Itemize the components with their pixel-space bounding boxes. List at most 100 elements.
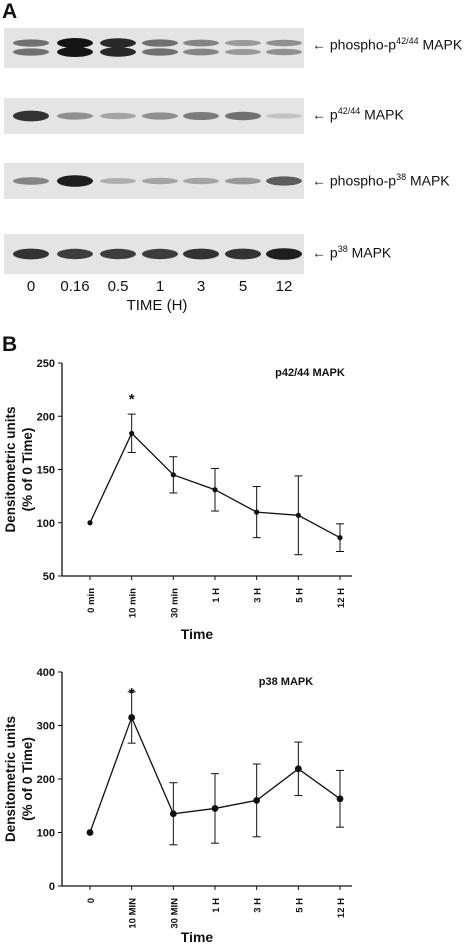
x-tick-label: 10 min	[128, 588, 139, 618]
data-point	[169, 810, 177, 818]
x-tick-label: 12 H	[336, 588, 347, 608]
y-tick-label: 150	[37, 465, 55, 477]
band	[225, 177, 261, 185]
protein-prefix: p	[329, 106, 338, 123]
lane-label: 0.5	[107, 278, 129, 295]
blot-svg	[13, 248, 302, 260]
data-point	[86, 829, 94, 836]
y-axis-label: (% of 0 Time)	[20, 737, 35, 821]
band	[183, 177, 219, 185]
band	[183, 39, 219, 47]
band	[100, 248, 136, 260]
protein-prefix: p	[329, 244, 338, 261]
significance-marker: *	[129, 391, 135, 408]
protein-suffix: MAPK	[347, 244, 392, 261]
band	[142, 248, 178, 260]
lane-label: 1	[155, 278, 165, 295]
x-tick-label: 3 H	[253, 588, 264, 603]
arrow-left-icon: ←	[312, 172, 326, 189]
protein-suffix: MAPK	[360, 106, 404, 123]
data-point	[337, 535, 343, 541]
band	[266, 48, 302, 56]
y-tick-label: 100	[37, 828, 55, 840]
data-point	[295, 512, 301, 518]
band	[100, 112, 136, 120]
arrow-left-icon: ←	[312, 106, 326, 123]
y-tick-label: 300	[37, 721, 55, 733]
significance-marker: *	[129, 685, 135, 702]
data-point	[129, 430, 135, 436]
panel-a-letter: A	[2, 0, 18, 23]
band	[57, 248, 93, 260]
x-tick-label: 10 MIN	[128, 898, 139, 929]
band	[13, 177, 49, 185]
band	[225, 39, 261, 47]
band	[100, 47, 136, 57]
y-axis-label: Densitometric units	[3, 716, 18, 842]
band	[100, 178, 136, 184]
y-tick-label: 200	[37, 411, 55, 423]
data-point	[254, 509, 260, 515]
band	[13, 48, 49, 56]
chart-title: p38 MAPK	[259, 676, 313, 688]
band	[13, 248, 49, 260]
band	[266, 248, 302, 260]
x-axis-label: Time	[181, 626, 214, 642]
band	[57, 47, 93, 57]
x-tick-label: 0	[86, 898, 97, 903]
x-tick-label: 3 H	[253, 898, 264, 913]
arrow-left-icon: ←	[312, 36, 326, 53]
lane-label: 12	[275, 278, 293, 295]
band	[13, 39, 49, 47]
y-tick-label: 100	[37, 518, 55, 530]
x-tick-label: 30 MIN	[169, 898, 180, 929]
band	[57, 112, 93, 120]
band	[183, 112, 219, 120]
data-point	[212, 487, 218, 493]
band	[225, 111, 261, 121]
lane-label: 0	[26, 278, 36, 295]
blot-label-p42-44: ← p42/44 MAPK	[312, 106, 404, 123]
chart-p38: 0 100 200 300 400 0 10 MIN 30 MIN 1 H 3 H 5 H 12 H *…	[3, 667, 352, 945]
data-point	[170, 472, 176, 478]
lane-label: 5	[238, 278, 248, 295]
protein-suffix: MAPK	[418, 36, 463, 53]
blot-svg	[13, 38, 302, 57]
band	[57, 38, 93, 48]
x-tick-label: 12 H	[336, 898, 347, 918]
band	[225, 48, 261, 56]
blot-phospho-p42-44	[4, 28, 304, 68]
data-point	[211, 805, 219, 812]
band	[142, 177, 178, 185]
blot-svg	[13, 175, 302, 187]
band	[100, 38, 136, 48]
protein-superscript: 38	[337, 244, 348, 254]
x-tick-label: 1 H	[211, 898, 222, 913]
protein-prefix: phospho-p	[329, 172, 397, 189]
blot-p38	[4, 234, 304, 274]
time-axis-label: TIME (H)	[126, 297, 188, 314]
band	[142, 48, 178, 56]
band	[225, 248, 261, 260]
x-tick-label: 0 min	[86, 588, 97, 613]
lane-label: 0.16	[60, 278, 90, 295]
x-tick-label: 30 min	[169, 588, 180, 618]
band	[13, 110, 49, 122]
band	[183, 248, 219, 260]
data-point	[336, 795, 344, 803]
blot-label-p38: ← p38 MAPK	[312, 244, 391, 261]
panel-b-letter: B	[2, 333, 18, 356]
data-point	[128, 714, 136, 721]
blot-label-phospho-p38: ← phospho-p38 MAPK	[312, 172, 450, 189]
blot-label-phospho-p42-44: ← phospho-p42/44 MAPK	[312, 36, 462, 53]
band	[266, 39, 302, 47]
chart-title: p42/44 MAPK	[275, 367, 345, 379]
band	[266, 176, 302, 186]
y-tick-label: 250	[37, 358, 55, 370]
y-tick-label: 400	[37, 667, 55, 679]
band	[142, 39, 178, 47]
y-tick-label: 50	[43, 571, 55, 583]
arrow-left-icon: ←	[312, 244, 326, 261]
blot-svg	[13, 110, 302, 122]
data-point	[294, 765, 302, 773]
